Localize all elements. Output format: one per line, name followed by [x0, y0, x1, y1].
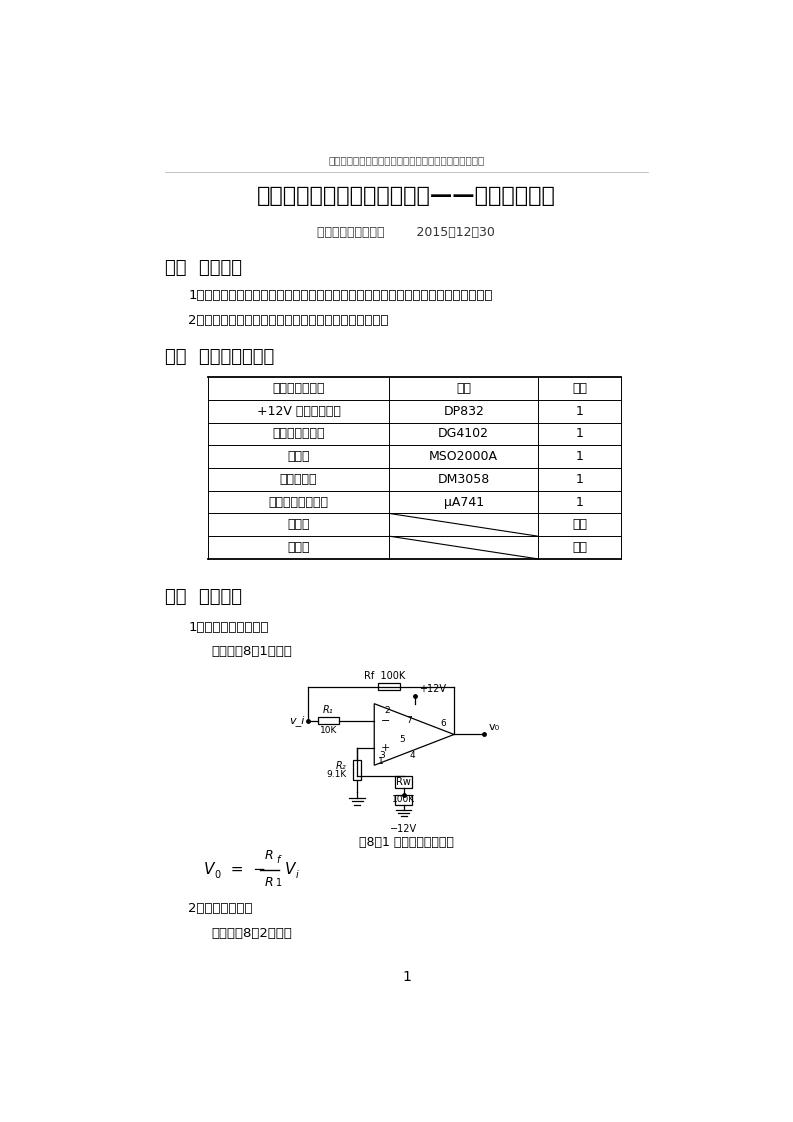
Text: V: V [204, 863, 214, 877]
Bar [378, 683, 400, 690]
Text: 函数信号发生器: 函数信号发生器 [272, 427, 325, 441]
Text: Rf  100K: Rf 100K [365, 671, 406, 681]
Text: DM3058: DM3058 [438, 472, 490, 486]
Text: 2: 2 [385, 706, 390, 715]
Text: 一、  实验目的: 一、 实验目的 [165, 258, 242, 277]
Text: R₂: R₂ [335, 761, 347, 771]
Text: 电路如图8－1所示。: 电路如图8－1所示。 [212, 645, 293, 659]
Text: 模电实验八集成运放基本应用之一模拟运算电路实验报告: 模电实验八集成运放基本应用之一模拟运算电路实验报告 [328, 156, 485, 165]
Bar [395, 794, 412, 804]
Text: 9.1K: 9.1K [326, 771, 347, 780]
Text: 1: 1 [378, 757, 384, 766]
Text: R₁: R₁ [324, 705, 334, 715]
Text: 1: 1 [576, 405, 584, 417]
Text: DG4102: DG4102 [439, 427, 489, 441]
Text: 电阻器: 电阻器 [287, 518, 310, 532]
Text: 型号: 型号 [456, 383, 471, 395]
Text: R: R [265, 876, 274, 889]
Text: 图8－1 反相比例运算电路: 图8－1 反相比例运算电路 [359, 836, 454, 849]
Text: v_i: v_i [289, 715, 305, 726]
Text: 1: 1 [276, 877, 282, 888]
Text: 三、  实验原理: 三、 实验原理 [165, 588, 242, 606]
Text: 0: 0 [214, 871, 220, 881]
Text: 4: 4 [409, 752, 415, 761]
Text: 数字万用表: 数字万用表 [280, 472, 317, 486]
Text: 1: 1 [576, 450, 584, 463]
Text: 电路如图8－2所示。: 电路如图8－2所示。 [212, 927, 293, 940]
Text: 数量: 数量 [572, 383, 587, 395]
Text: Rw: Rw [396, 778, 411, 788]
Text: +12V 直流稳压电源: +12V 直流稳压电源 [257, 405, 340, 417]
Text: −12V: −12V [390, 824, 417, 834]
Text: 6: 6 [440, 719, 446, 728]
Text: 2、反相加法电路: 2、反相加法电路 [188, 902, 253, 916]
Text: +12V: +12V [419, 683, 446, 693]
Text: 若干: 若干 [572, 518, 587, 532]
Text: =  −: = − [220, 863, 266, 877]
Text: v₀: v₀ [488, 723, 500, 733]
Bar [318, 717, 339, 724]
Text: 班级：姓名：学号：        2015、12、30: 班级：姓名：学号： 2015、12、30 [317, 227, 496, 239]
Bar [354, 761, 361, 780]
Text: 1: 1 [576, 496, 584, 508]
Text: 实验八集成运放基本应用之一——模拟运算电路: 实验八集成运放基本应用之一——模拟运算电路 [257, 186, 556, 206]
Text: 1、研究由集成运算放大电路组成的比例、加法、减法与积分等基本运算电路的功能。: 1、研究由集成运算放大电路组成的比例、加法、减法与积分等基本运算电路的功能。 [188, 289, 492, 303]
Text: 若干: 若干 [572, 541, 587, 554]
Text: 3: 3 [380, 752, 385, 761]
Text: 5: 5 [399, 736, 404, 745]
Text: −: − [381, 716, 390, 726]
Text: 电容器: 电容器 [287, 541, 310, 554]
Bar [395, 776, 412, 789]
Text: 1: 1 [402, 971, 411, 984]
Text: f: f [276, 855, 280, 865]
Text: μA741: μA741 [443, 496, 484, 508]
Text: 7: 7 [406, 716, 412, 725]
Text: V: V [285, 863, 296, 877]
Text: 示波器: 示波器 [287, 450, 310, 463]
Text: 1: 1 [576, 472, 584, 486]
Text: 集成运算放大电路: 集成运算放大电路 [269, 496, 328, 508]
Text: 100K: 100K [392, 795, 416, 804]
Text: 2、了解运算放大电路在实际应用时应考虑的一些问题。: 2、了解运算放大电路在实际应用时应考虑的一些问题。 [188, 314, 389, 327]
Text: R: R [265, 849, 274, 863]
Text: 1: 1 [576, 427, 584, 441]
Text: i: i [295, 871, 298, 881]
Text: +: + [381, 744, 390, 753]
Text: 二、  实验仪器及器件: 二、 实验仪器及器件 [165, 348, 274, 366]
Text: MSO2000A: MSO2000A [429, 450, 498, 463]
Text: DP832: DP832 [443, 405, 485, 417]
Text: 仪器及器件名称: 仪器及器件名称 [272, 383, 325, 395]
Text: 1、反相比例运算电路: 1、反相比例运算电路 [188, 620, 269, 634]
Text: 10K: 10K [320, 726, 337, 735]
